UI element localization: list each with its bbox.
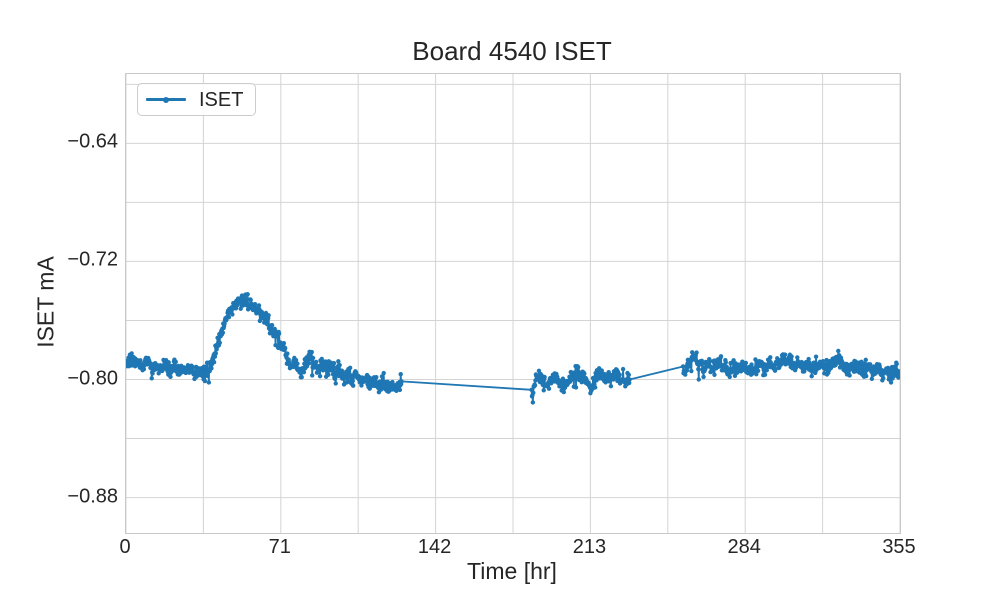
y-tick-label: −0.80	[67, 367, 118, 389]
x-tick-label: 355	[882, 536, 916, 558]
y-tick-label: −0.88	[67, 485, 118, 508]
x-tick-label: 142	[417, 536, 452, 558]
iset-series-canvas	[126, 74, 900, 533]
x-tick-label: 284	[727, 536, 761, 558]
chart-title: Board 4540 ISET	[412, 36, 612, 66]
plot-area: ISET	[125, 73, 901, 534]
y-tick-label: −0.72	[67, 248, 118, 271]
legend: ISET	[137, 83, 257, 116]
legend-label: ISET	[199, 88, 244, 111]
x-tick-label: 213	[572, 536, 607, 558]
x-axis-label: Time [hr]	[467, 558, 557, 584]
legend-marker-dot	[163, 96, 169, 103]
x-tick-label: 0	[119, 536, 131, 558]
y-tick-label: −0.64	[67, 130, 118, 153]
y-axis-label: ISET mA	[32, 256, 59, 348]
x-tick-label: 71	[268, 536, 291, 558]
legend-line-sample	[146, 96, 186, 103]
